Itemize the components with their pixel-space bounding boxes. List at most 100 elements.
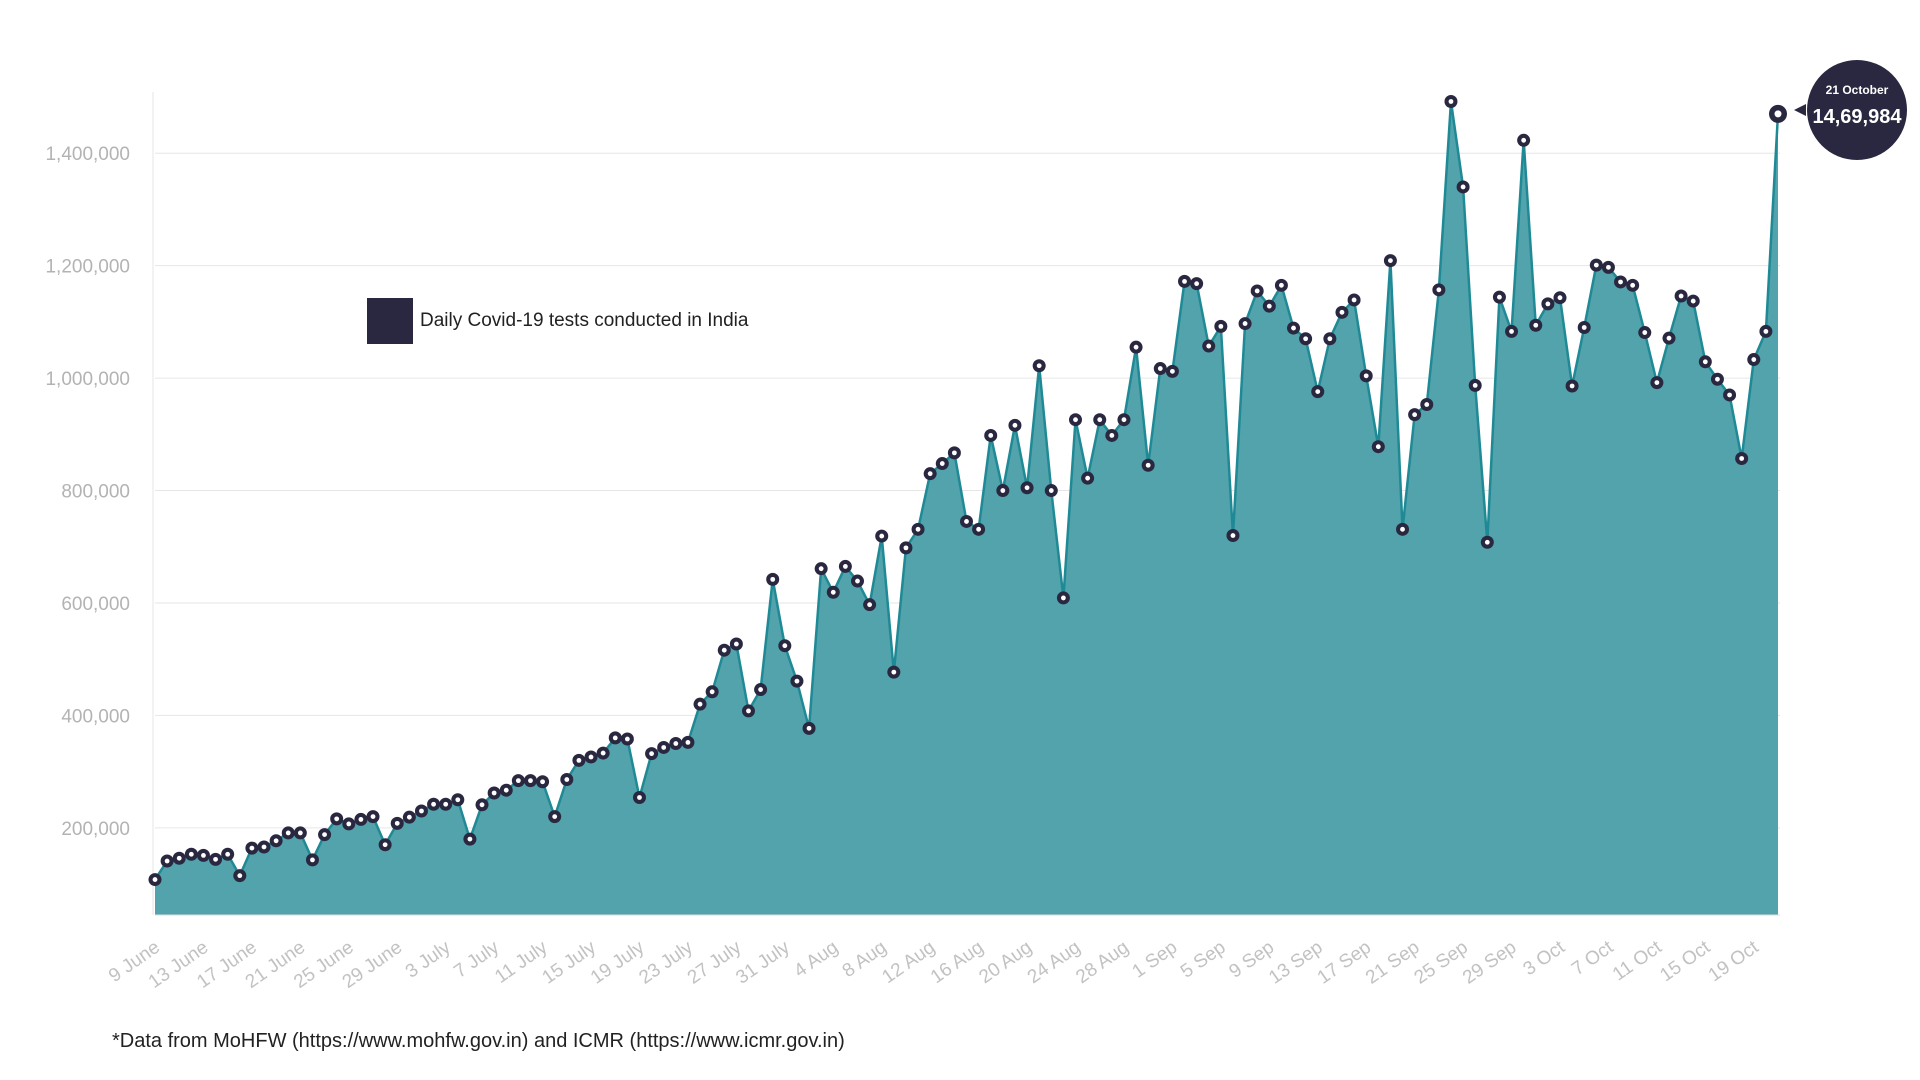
data-point-center: [467, 836, 473, 842]
data-point-center: [1170, 368, 1175, 374]
data-point-center: [1533, 322, 1539, 328]
data-point-center: [322, 832, 327, 838]
data-point-center: [1448, 99, 1454, 104]
legend-swatch: [367, 298, 413, 344]
data-point-center: [152, 877, 158, 882]
data-point-center: [346, 821, 352, 827]
x-tick-label: 12 Aug: [879, 937, 940, 988]
data-point-center: [334, 816, 340, 822]
data-point-center: [770, 576, 776, 582]
data-point-center: [1194, 281, 1200, 287]
data-point-center: [261, 844, 267, 850]
data-point-center: [491, 790, 497, 796]
data-point-center: [673, 741, 679, 746]
y-tick-label: 600,000: [61, 594, 130, 615]
data-point-center: [1521, 137, 1527, 143]
data-point-center: [927, 471, 933, 477]
data-point-center: [515, 778, 521, 784]
data-point-center: [1315, 389, 1321, 394]
data-point-center: [637, 795, 642, 800]
data-point-center: [588, 754, 594, 760]
data-point-center: [1109, 433, 1115, 438]
data-point-center: [1036, 363, 1042, 369]
data-point-center: [976, 526, 982, 532]
data-point-center: [951, 450, 957, 456]
data-point-center: [1206, 343, 1212, 349]
data-point-center: [1291, 325, 1296, 331]
data-point-center: [1424, 402, 1430, 407]
data-point-center: [1557, 295, 1563, 301]
data-point-center: [1073, 417, 1078, 423]
legend: Daily Covid-19 tests conducted in India: [367, 298, 749, 344]
data-point-center: [1157, 366, 1163, 371]
x-tick-label: 1 Sep: [1129, 937, 1182, 983]
data-point-center: [370, 814, 376, 820]
data-point-center: [1230, 533, 1236, 538]
data-point-center: [394, 820, 400, 826]
x-tick-label: 7 Oct: [1568, 936, 1618, 980]
data-point-center: [1048, 488, 1054, 493]
data-point-center: [1351, 297, 1357, 303]
data-point-center: [612, 735, 618, 741]
data-point-center: [1097, 417, 1103, 423]
data-point-center: [1484, 539, 1490, 545]
source-note: *Data from MoHFW (https://www.mohfw.gov.…: [112, 1030, 845, 1052]
data-point-center: [1266, 303, 1272, 309]
data-point-center: [1060, 595, 1066, 601]
x-tick-label: 29 Sep: [1459, 937, 1520, 989]
data-point-center: [310, 857, 315, 863]
x-tick-label: 27 July: [684, 937, 746, 989]
data-point-center: [697, 701, 703, 707]
legend-label: Daily Covid-19 tests conducted in India: [420, 310, 749, 331]
x-tick-label: 11 July: [491, 937, 552, 988]
data-point-center: [1702, 359, 1708, 365]
x-tick-label: 19 July: [587, 937, 649, 989]
data-point-center: [1024, 485, 1030, 491]
data-point-center: [721, 647, 727, 653]
y-tick-label: 400,000: [61, 706, 130, 727]
data-point-center: [1593, 262, 1599, 268]
x-tick-label: 11 Oct: [1609, 936, 1666, 985]
y-tick-label: 1,400,000: [45, 144, 130, 165]
data-point-center: [879, 533, 885, 539]
data-point-center: [1339, 309, 1345, 315]
data-point-center: [1182, 279, 1187, 284]
data-point-center: [746, 708, 751, 714]
x-tick-label: 28 Aug: [1072, 937, 1133, 988]
data-point-center: [1121, 417, 1127, 423]
data-point-center: [1666, 335, 1672, 341]
data-point-center: [1509, 329, 1514, 334]
data-point-center: [1618, 279, 1623, 285]
data-point-center: [1472, 383, 1478, 388]
data-point-center: [1375, 444, 1381, 450]
x-tick-label: 13 Sep: [1265, 937, 1326, 989]
y-tick-label: 800,000: [61, 482, 130, 503]
data-point-center: [1690, 298, 1696, 304]
data-point-center: [1715, 376, 1720, 382]
data-point-center: [1254, 288, 1260, 294]
data-point-center: [867, 602, 873, 608]
data-point-center: [1654, 380, 1660, 385]
data-point-center: [649, 751, 654, 757]
x-tick-label: 3 Oct: [1520, 936, 1570, 980]
data-point-center: [830, 589, 836, 595]
data-point-center: [818, 566, 824, 572]
data-point-center: [176, 855, 182, 861]
x-tick-label: 17 Sep: [1314, 937, 1375, 989]
data-point-center: [1727, 392, 1732, 398]
data-point-center: [600, 750, 606, 756]
data-point-center: [891, 669, 897, 675]
data-point-center: [915, 526, 921, 532]
x-tick-label: 20 Aug: [975, 937, 1036, 988]
data-point-center: [758, 687, 763, 692]
data-point-center: [382, 842, 388, 848]
data-point-center: [661, 745, 667, 750]
data-point-center: [564, 777, 570, 782]
x-tick-label: 5 Sep: [1177, 937, 1230, 983]
latest-point-center: [1774, 110, 1782, 118]
data-point-center: [1739, 456, 1745, 461]
y-tick-label: 1,200,000: [45, 257, 130, 278]
data-point-center: [1569, 383, 1575, 389]
data-point-center: [1642, 330, 1648, 335]
data-point-center: [1085, 475, 1091, 481]
